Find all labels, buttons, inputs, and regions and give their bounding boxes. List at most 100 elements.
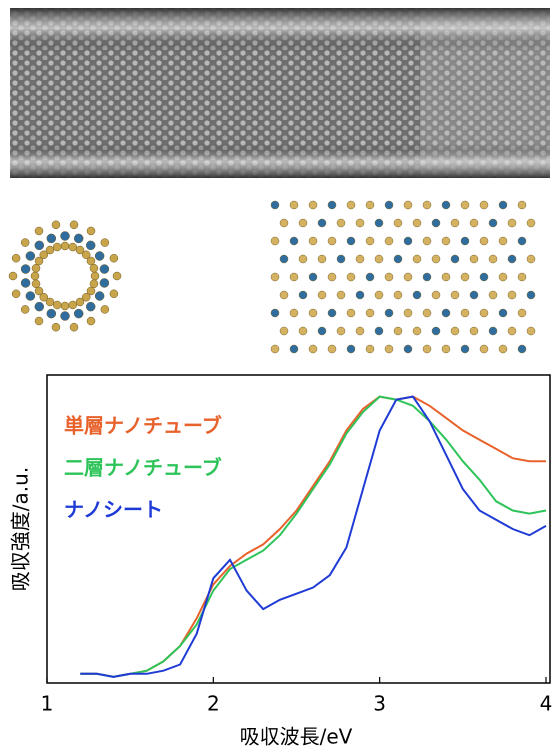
atom: [480, 201, 488, 209]
atom: [110, 254, 118, 262]
atom: [366, 237, 374, 245]
atom: [375, 291, 383, 299]
atom: [470, 327, 478, 335]
atom: [470, 291, 478, 299]
atom: [35, 227, 43, 235]
atom: [499, 201, 507, 209]
atom: [404, 237, 412, 245]
atom: [26, 252, 35, 261]
line-series: [80, 397, 546, 677]
atom: [32, 280, 40, 288]
atom: [394, 327, 402, 335]
atom: [318, 327, 326, 335]
atom: [385, 273, 393, 281]
figure: 吸収波長/eV 吸収強度/a.u. 1234単層ナノチューブ二層ナノチューブナノ…: [0, 0, 557, 751]
atom: [394, 291, 402, 299]
atom: [299, 327, 307, 335]
atom: [328, 201, 336, 209]
atom: [337, 291, 345, 299]
atom: [100, 278, 109, 287]
atom: [518, 345, 526, 353]
atom: [480, 309, 488, 317]
atom: [461, 309, 469, 317]
atom: [404, 201, 412, 209]
atom: [110, 290, 118, 298]
atom: [74, 234, 83, 243]
atom: [442, 237, 450, 245]
atom: [404, 309, 412, 317]
atom: [74, 309, 83, 318]
atom: [423, 345, 431, 353]
atom: [61, 232, 70, 241]
atom: [404, 273, 412, 281]
atom: [52, 323, 60, 331]
legend-label: 単層ナノチューブ: [64, 414, 222, 438]
atom: [423, 273, 431, 281]
legend-label: 二層ナノチューブ: [64, 456, 222, 480]
atom: [432, 327, 440, 335]
atom: [508, 291, 516, 299]
atom: [356, 255, 364, 263]
atom: [347, 273, 355, 281]
atom: [413, 255, 421, 263]
atom: [328, 309, 336, 317]
atom: [527, 327, 535, 335]
atom: [318, 219, 326, 227]
atom: [356, 327, 364, 335]
atom: [113, 272, 121, 280]
atom: [290, 201, 298, 209]
atom: [442, 345, 450, 353]
atom: [69, 301, 77, 309]
atom: [35, 302, 44, 311]
atom: [432, 291, 440, 299]
atom: [46, 246, 54, 254]
atom: [489, 219, 497, 227]
x-tick-label: 3: [373, 692, 386, 716]
atom: [31, 272, 39, 280]
atom: [347, 309, 355, 317]
atom: [87, 227, 95, 235]
atom: [76, 298, 84, 306]
atom: [508, 219, 516, 227]
atom: [489, 291, 497, 299]
atom: [508, 255, 516, 263]
atom: [61, 312, 70, 321]
atom: [290, 309, 298, 317]
atom: [87, 257, 95, 265]
atom: [280, 255, 288, 263]
atom: [280, 219, 288, 227]
atom: [101, 239, 109, 247]
atom: [385, 237, 393, 245]
atom: [91, 272, 99, 280]
atom: [451, 291, 459, 299]
x-tick-label: 4: [540, 692, 553, 716]
atom: [527, 255, 535, 263]
atom: [337, 219, 345, 227]
atom: [21, 305, 29, 313]
atom: [480, 345, 488, 353]
atom: [271, 237, 279, 245]
atom: [290, 237, 298, 245]
atom: [61, 302, 69, 310]
atom: [53, 301, 61, 309]
atom: [318, 291, 326, 299]
legend-label: ナノシート: [64, 498, 163, 522]
atom: [461, 345, 469, 353]
atom: [499, 237, 507, 245]
atom: [47, 309, 56, 318]
atom: [499, 309, 507, 317]
atom: [375, 255, 383, 263]
atom: [518, 237, 526, 245]
atom: [9, 272, 17, 280]
atom: [328, 345, 336, 353]
atom: [271, 201, 279, 209]
atom: [328, 273, 336, 281]
atom: [480, 237, 488, 245]
atom: [299, 291, 307, 299]
atom: [290, 273, 298, 281]
atom: [95, 252, 104, 261]
atom: [404, 345, 412, 353]
atom: [32, 264, 40, 272]
atom: [499, 345, 507, 353]
atom: [337, 327, 345, 335]
